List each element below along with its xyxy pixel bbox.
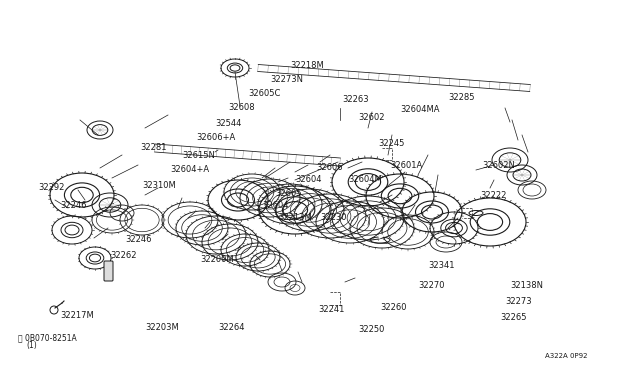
Text: 32606: 32606 — [316, 164, 342, 173]
Text: 32222: 32222 — [480, 190, 506, 199]
Text: 32604MA: 32604MA — [400, 106, 440, 115]
Text: 32262: 32262 — [110, 250, 136, 260]
Text: A322A 0P92: A322A 0P92 — [545, 353, 588, 359]
Text: 32250: 32250 — [358, 326, 385, 334]
Text: 32200M: 32200M — [200, 256, 234, 264]
Text: 32230: 32230 — [320, 214, 346, 222]
Text: 32606+A: 32606+A — [196, 134, 236, 142]
FancyBboxPatch shape — [104, 261, 113, 281]
Text: 32285: 32285 — [448, 93, 474, 103]
Text: 32245: 32245 — [378, 138, 404, 148]
Text: 32263: 32263 — [342, 96, 369, 105]
Text: 32602N: 32602N — [482, 160, 515, 170]
Text: 32265: 32265 — [500, 314, 527, 323]
Text: 32605C: 32605C — [248, 89, 280, 97]
Text: 32605: 32605 — [275, 189, 301, 198]
Text: 32341: 32341 — [428, 260, 454, 269]
Text: 32604M: 32604M — [348, 176, 381, 185]
Text: 32246: 32246 — [125, 235, 152, 244]
Text: 32241: 32241 — [318, 305, 344, 314]
Text: 32544: 32544 — [215, 119, 241, 128]
Text: 32260: 32260 — [380, 304, 406, 312]
Text: 32270: 32270 — [418, 280, 445, 289]
Text: 32615N: 32615N — [182, 151, 215, 160]
Text: 32246: 32246 — [60, 201, 86, 209]
Text: 32218M: 32218M — [290, 61, 324, 70]
Text: 32604+A: 32604+A — [170, 166, 209, 174]
Text: 32213M: 32213M — [278, 214, 312, 222]
Text: 32217M: 32217M — [60, 311, 93, 320]
Text: 32281: 32281 — [140, 144, 166, 153]
Text: (1): (1) — [26, 341, 36, 350]
Text: 32602: 32602 — [358, 113, 385, 122]
Text: 32604: 32604 — [295, 176, 321, 185]
Text: 32604: 32604 — [262, 201, 289, 209]
Text: 32601A: 32601A — [390, 160, 422, 170]
Text: Ⓑ 0B070-8251A: Ⓑ 0B070-8251A — [18, 333, 77, 342]
Text: 32310M: 32310M — [142, 180, 176, 189]
Text: 32608: 32608 — [228, 103, 255, 112]
Text: 32264: 32264 — [218, 324, 244, 333]
Text: 32273N: 32273N — [270, 74, 303, 83]
Text: 32273: 32273 — [505, 298, 532, 307]
Text: 32138N: 32138N — [510, 280, 543, 289]
Text: 32203M: 32203M — [145, 324, 179, 333]
Text: 32292: 32292 — [38, 183, 65, 192]
